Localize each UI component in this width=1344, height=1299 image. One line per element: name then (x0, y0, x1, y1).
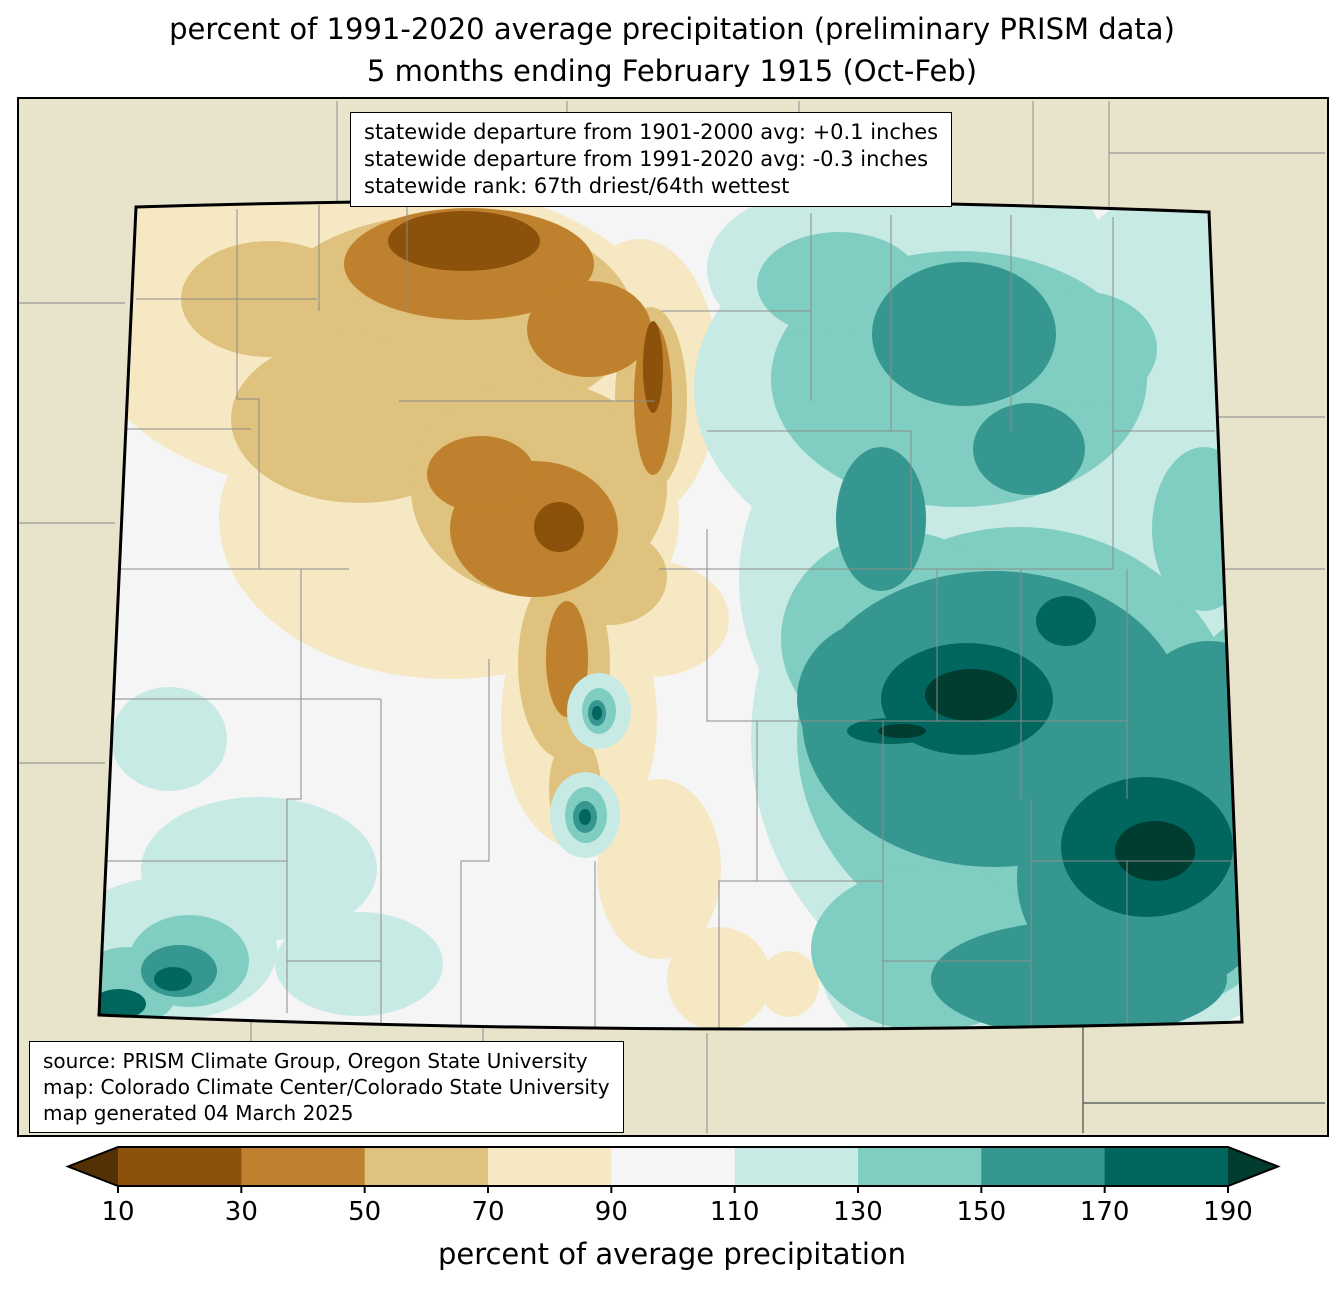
source-line: source: PRISM Climate Group, Oregon Stat… (43, 1049, 588, 1073)
source-box: source: PRISM Climate Group, Oregon Stat… (29, 1041, 624, 1133)
colorbar-tick-label: 190 (1203, 1197, 1253, 1227)
colorbar-under-arrow (68, 1147, 118, 1186)
colorbar: 10 30 50 70 90 110 130 150 170 190 (65, 1146, 1281, 1227)
colorbar-segment (241, 1147, 366, 1186)
colorbar-tick-label: 90 (595, 1197, 628, 1227)
county-lines-horizontal (99, 298, 1241, 962)
neighbor-state-border-lines (1082, 1021, 1325, 1133)
colorbar-segment (611, 1147, 736, 1186)
colorado-precipitation-map (19, 99, 1327, 1135)
stats-line-departure-1901-2000: statewide departure from 1901-2000 avg: … (364, 120, 939, 144)
colorbar-axis-label: percent of average precipitation (437, 1237, 907, 1271)
colorbar-tick-label: 170 (1080, 1197, 1130, 1227)
colorbar-segment (1104, 1147, 1229, 1186)
colorbar-segment (364, 1147, 489, 1186)
map-credit-line: map: Colorado Climate Center/Colorado St… (43, 1075, 610, 1099)
title-line-2: 5 months ending February 1915 (Oct-Feb) (366, 54, 978, 88)
stats-line-departure-1991-2020: statewide departure from 1991-2020 avg: … (364, 147, 929, 171)
band-over-190 (878, 669, 1195, 881)
colorbar-tick-label: 110 (710, 1197, 760, 1227)
colorbar-tick-label: 50 (348, 1197, 381, 1227)
colorbar-tick-label: 150 (957, 1197, 1007, 1227)
colorbar-tick-label: 70 (471, 1197, 504, 1227)
generated-date-line: map generated 04 March 2025 (43, 1101, 354, 1125)
colorbar-over-arrow (1228, 1147, 1278, 1186)
colorbar-segment (488, 1147, 612, 1186)
figure-title: percent of 1991-2020 average precipitati… (0, 8, 1344, 92)
stats-line-rank: statewide rank: 67th driest/64th wettest (364, 174, 790, 198)
colorbar-tick-label: 130 (833, 1197, 883, 1227)
band-10-30 (388, 211, 663, 552)
title-line-1: percent of 1991-2020 average precipitati… (169, 12, 1175, 46)
colorbar-tick-label: 30 (225, 1197, 258, 1227)
stats-box: statewide departure from 1901-2000 avg: … (350, 112, 953, 207)
map-frame: statewide departure from 1901-2000 avg: … (17, 97, 1329, 1137)
colorbar-segment (118, 1147, 242, 1186)
colorbar-tick-label: 10 (101, 1197, 134, 1227)
precipitation-contours (99, 200, 1242, 1030)
colorbar-segment (734, 1147, 859, 1186)
county-lines-vertical (236, 201, 1128, 1030)
colorbar-segment (981, 1147, 1106, 1186)
colorbar-segment (858, 1147, 982, 1186)
